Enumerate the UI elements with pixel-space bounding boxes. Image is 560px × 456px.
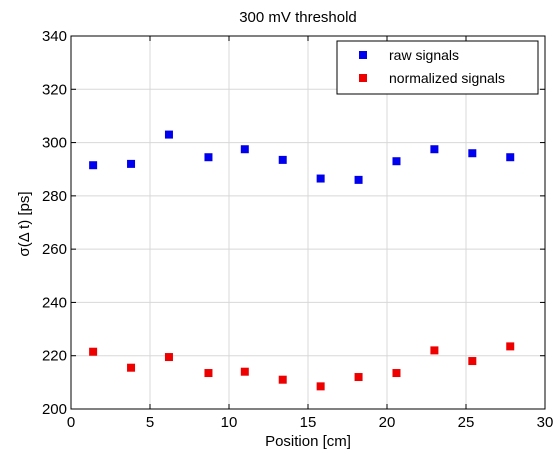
raw-signal-point [316, 174, 325, 183]
x-tick-label: 15 [300, 414, 317, 431]
tick-labels: 0 5 10 15 20 25 30 200 220 240 260 280 300 320 340 [42, 28, 553, 431]
raw-signal-point [204, 153, 213, 162]
legend-label-raw-signals: raw signals [389, 47, 459, 63]
normalized-signal-point [240, 367, 249, 376]
y-axis-title: σ(Δ t) [ps] [16, 191, 33, 256]
raw-signal-point [392, 157, 401, 166]
normalized-signal-point [430, 346, 439, 355]
normalized-signal-point [89, 347, 98, 356]
raw-signal-point [354, 175, 363, 184]
x-tick-label: 25 [458, 414, 475, 431]
legend-marker-normalized-signals [359, 74, 367, 82]
raw-signal-point [506, 153, 515, 162]
normalized-signal-point [506, 342, 515, 351]
chart-title: 300 mV threshold [239, 9, 357, 26]
raw-signal-point [430, 145, 439, 154]
raw-signal-point [278, 155, 287, 164]
data-points [89, 130, 515, 391]
normalized-signal-point [127, 363, 136, 372]
raw-signal-point [89, 161, 98, 170]
normalized-signal-point [392, 369, 401, 378]
x-axis-title: Position [cm] [265, 433, 351, 450]
y-tick-label: 260 [42, 241, 67, 258]
raw-signal-point [468, 149, 477, 158]
y-tick-label: 240 [42, 294, 67, 311]
normalized-signal-point [316, 382, 325, 391]
normalized-signal-point [164, 353, 173, 362]
y-tick-label: 300 [42, 135, 67, 152]
y-tick-label: 280 [42, 188, 67, 205]
raw-signal-point [240, 145, 249, 154]
legend-marker-raw-signals [359, 51, 367, 59]
x-tick-label: 0 [67, 414, 75, 431]
raw-signal-point [127, 159, 136, 168]
x-tick-label: 30 [537, 414, 554, 431]
normalized-signal-point [278, 375, 287, 384]
y-tick-label: 220 [42, 348, 67, 365]
legend-box [336, 40, 539, 95]
y-tick-label: 320 [42, 81, 67, 98]
normalized-signal-point [354, 373, 363, 382]
legend: raw signals normalized signals [336, 40, 539, 95]
legend-label-normalized-signals: normalized signals [389, 70, 505, 86]
x-tick-label: 10 [221, 414, 238, 431]
x-tick-label: 5 [146, 414, 154, 431]
y-tick-label: 200 [42, 401, 67, 418]
y-tick-label: 340 [42, 28, 67, 45]
normalized-signal-point [468, 357, 477, 366]
normalized-signal-point [204, 369, 213, 378]
x-tick-label: 20 [379, 414, 396, 431]
raw-signal-point [164, 130, 173, 139]
plot-border [70, 35, 546, 410]
